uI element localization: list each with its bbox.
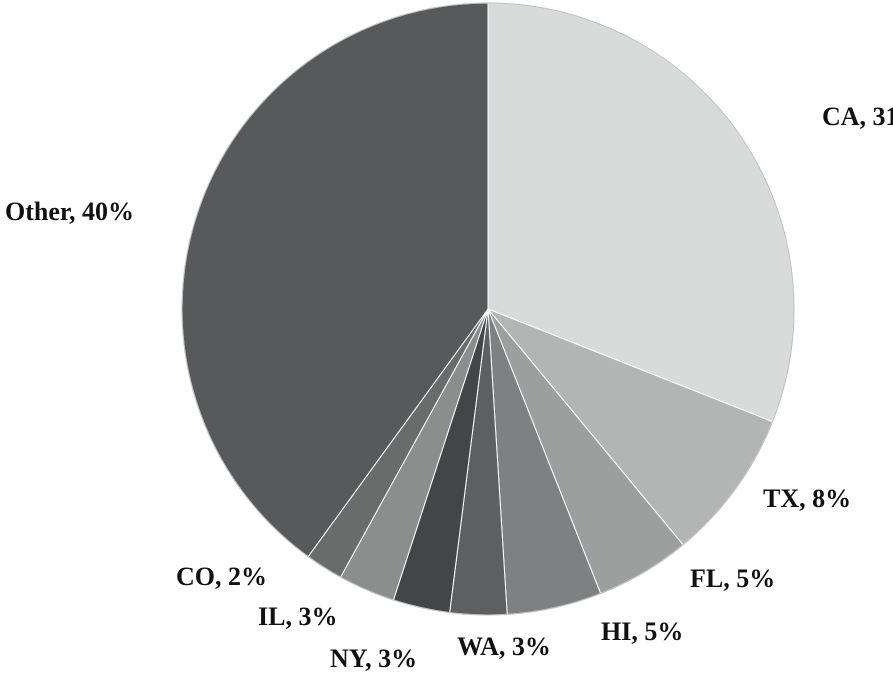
slice-label-ca: CA, 31% <box>822 102 893 131</box>
slice-label-wa: WA, 3% <box>457 632 551 661</box>
slice-label-fl: FL, 5% <box>690 564 775 593</box>
pie-labels: CA, 31% TX, 8% FL, 5% HI, 5% WA, 3% NY, … <box>5 102 893 673</box>
slice-label-ny: NY, 3% <box>330 644 417 673</box>
slice-label-tx: TX, 8% <box>763 484 851 513</box>
pie-outline <box>181 2 795 616</box>
slice-label-co: CO, 2% <box>176 562 267 591</box>
slice-label-hi: HI, 5% <box>601 617 683 646</box>
slice-label-il: IL, 3% <box>258 602 337 631</box>
pie-slices <box>181 2 795 616</box>
slice-label-other: Other, 40% <box>5 197 134 226</box>
